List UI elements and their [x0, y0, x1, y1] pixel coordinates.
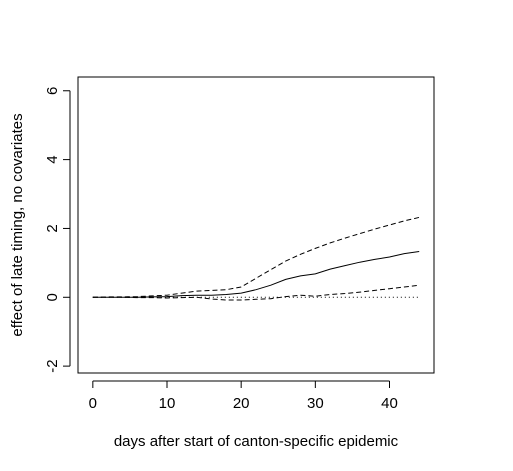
y-tick-label: 0: [44, 293, 61, 301]
x-axis-title: days after start of canton-specific epid…: [114, 433, 399, 450]
lower-bound-line: [92, 284, 420, 301]
x-tick-label: 20: [233, 395, 250, 412]
y-tick-label: -2: [44, 359, 61, 372]
y-axis-title: effect of late timing, no covariates: [9, 113, 26, 336]
upper-bound-line: [92, 216, 420, 298]
x-axis: 0 10 20 30 40: [89, 380, 398, 412]
x-tick-label: 40: [381, 395, 398, 412]
x-tick-label: 10: [159, 395, 176, 412]
y-tick-label: 4: [44, 155, 61, 163]
y-tick-label: 2: [44, 224, 61, 232]
series-layer: [92, 216, 420, 301]
estimate-line: [92, 251, 420, 298]
x-tick-label: 0: [89, 395, 97, 412]
y-tick-label: 6: [44, 87, 61, 95]
y-axis: -2 0 2 4 6: [44, 87, 71, 373]
plot-frame: [77, 76, 435, 374]
x-tick-label: 30: [307, 395, 324, 412]
